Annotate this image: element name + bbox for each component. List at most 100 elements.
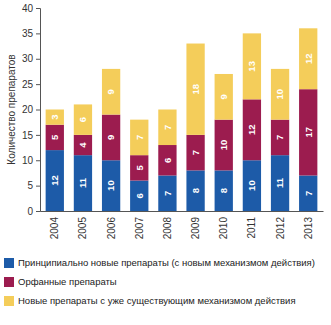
legend-swatch xyxy=(4,258,14,268)
tick-mark xyxy=(36,33,40,34)
bar xyxy=(243,99,261,160)
bar xyxy=(215,170,233,211)
data-label: 10 xyxy=(105,180,116,191)
tick-label: 2004 xyxy=(49,217,60,240)
tick-mark xyxy=(36,59,40,60)
tick: 40 xyxy=(22,3,40,14)
data-label: 9 xyxy=(105,135,116,140)
bar xyxy=(130,181,148,211)
bar xyxy=(186,135,204,171)
data-label: 13 xyxy=(246,61,257,72)
data-label: 11 xyxy=(274,177,285,188)
bar xyxy=(46,150,64,211)
tick: 10 xyxy=(22,155,40,166)
tick: 20 xyxy=(22,104,40,115)
data-label: 3 xyxy=(49,114,60,119)
data-label: 18 xyxy=(190,84,201,95)
tick: 2007 xyxy=(134,211,145,239)
tick: 35 xyxy=(22,28,40,39)
tick-label: 2010 xyxy=(218,217,229,240)
bars xyxy=(46,28,318,211)
data-label: 7 xyxy=(190,150,201,155)
bar xyxy=(102,69,120,115)
data-label: 17 xyxy=(303,127,314,138)
x-axis: 2004 2005 2006 2007 2008 2009 2010 2011 2012 2013 xyxy=(41,211,324,239)
data-label: 12 xyxy=(246,125,257,136)
axis-title: Количество препаратов xyxy=(6,54,17,164)
legend-item: Новые препараты с уже существующим механ… xyxy=(4,295,296,306)
tick-mark xyxy=(36,110,40,111)
tick-label: 2007 xyxy=(134,217,145,240)
plot: 1211106788101175495671012717369771891310… xyxy=(22,3,324,240)
data-label: 4 xyxy=(77,142,88,148)
data-label: 6 xyxy=(77,117,88,122)
tick-mark xyxy=(36,211,40,212)
data-label: 7 xyxy=(162,125,173,130)
tick: 2012 xyxy=(275,211,286,239)
y-axis: 0 5 10 15 20 25 30 35 40 xyxy=(22,3,41,217)
tick: 30 xyxy=(22,53,40,64)
bar xyxy=(46,110,64,125)
data-labels: 1211106788101175495671012717369771891310… xyxy=(49,53,313,198)
tick-label: 35 xyxy=(22,28,34,39)
legend-label: Принципиально новые препараты (с новым м… xyxy=(18,257,315,268)
tick: 5 xyxy=(27,180,40,191)
tick-mark xyxy=(36,186,40,187)
data-label: 7 xyxy=(303,191,314,196)
data-label: 12 xyxy=(49,175,60,186)
chart: 1211106788101175495671012717369771891310… xyxy=(0,0,331,325)
tick-label: 2013 xyxy=(303,217,314,240)
tick: 15 xyxy=(22,130,40,141)
bar xyxy=(271,69,289,120)
bar xyxy=(158,145,176,175)
tick-label: 25 xyxy=(22,79,34,90)
data-label: 6 xyxy=(134,193,145,198)
tick-label: 30 xyxy=(22,53,34,64)
bar xyxy=(102,115,120,161)
tick: 2011 xyxy=(246,211,257,239)
tick-mark xyxy=(36,84,40,85)
tick-label: 2012 xyxy=(275,217,286,240)
tick: 25 xyxy=(22,79,40,90)
bar xyxy=(74,155,92,211)
tick-label: 2006 xyxy=(106,217,117,240)
legend-item: Орфанные препараты xyxy=(4,276,117,287)
bar xyxy=(130,155,148,180)
tick-label: 2005 xyxy=(77,217,88,240)
tick: 2006 xyxy=(106,211,117,239)
tick-label: 0 xyxy=(27,206,33,217)
axis-line xyxy=(41,211,324,212)
legend: Принципиально новые препараты (с новым м… xyxy=(4,257,315,306)
tick-mark xyxy=(36,8,40,9)
data-label: 7 xyxy=(134,135,145,140)
bar xyxy=(158,175,176,211)
data-label: 7 xyxy=(274,135,285,140)
tick: 2004 xyxy=(49,211,60,239)
axis-line xyxy=(36,9,41,212)
data-label: 7 xyxy=(162,191,173,196)
bar xyxy=(186,44,204,135)
bar xyxy=(130,120,148,156)
data-label: 9 xyxy=(105,89,116,94)
tick: 2009 xyxy=(190,211,201,239)
legend-swatch xyxy=(4,277,14,287)
bar xyxy=(215,120,233,171)
tick-label: 40 xyxy=(22,3,34,14)
data-label: 10 xyxy=(274,89,285,100)
tick-label: 2008 xyxy=(162,217,173,240)
bar xyxy=(102,160,120,211)
data-label: 12 xyxy=(303,53,314,64)
tick: 2010 xyxy=(218,211,229,239)
data-label: 5 xyxy=(49,134,60,140)
bar xyxy=(299,28,317,89)
data-label: 10 xyxy=(246,180,257,191)
data-label: 10 xyxy=(218,140,229,151)
legend-item: Принципиально новые препараты (с новым м… xyxy=(4,257,315,268)
bar xyxy=(243,33,261,99)
tick-mark xyxy=(36,135,40,136)
bar xyxy=(243,160,261,211)
bar xyxy=(299,175,317,211)
tick: 2005 xyxy=(77,211,88,239)
bar xyxy=(271,120,289,156)
tick: 0 xyxy=(27,206,40,217)
